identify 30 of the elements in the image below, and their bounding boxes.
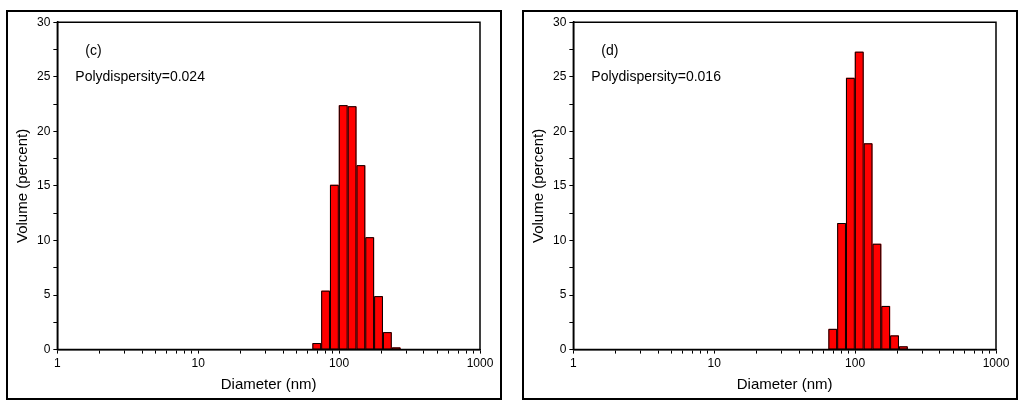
y-tick-label: 30 xyxy=(552,14,567,29)
y-axis-title: Volume (percent) xyxy=(13,128,31,244)
y-tick-label: 25 xyxy=(552,69,567,84)
y-tick-label: 5 xyxy=(43,287,51,302)
x-axis-title: Diameter (nm) xyxy=(736,375,833,393)
y-tick-label: 30 xyxy=(36,14,51,29)
y-axis-title: Volume (percent) xyxy=(529,128,547,244)
y-tick-label: 0 xyxy=(43,341,51,356)
y-tick-label: 10 xyxy=(552,232,567,247)
x-tick-label: 1000 xyxy=(466,356,494,371)
x-tick-label: 100 xyxy=(845,356,866,371)
y-tick-label: 20 xyxy=(36,123,51,138)
x-tick-label: 1 xyxy=(570,356,577,371)
y-tick-label: 10 xyxy=(36,232,51,247)
x-tick-label: 100 xyxy=(329,356,350,371)
annotation: (c) xyxy=(85,42,102,59)
annotation: (d) xyxy=(601,42,619,59)
x-tick-label: 10 xyxy=(191,356,206,371)
x-tick-label: 1000 xyxy=(982,356,1010,371)
x-axis-title: Diameter (nm) xyxy=(220,375,317,393)
annotation: Polydispersity=0.016 xyxy=(591,68,722,85)
annotation: Polydispersity=0.024 xyxy=(75,68,206,85)
y-tick-label: 15 xyxy=(552,178,567,193)
y-tick-label: 0 xyxy=(559,341,567,356)
x-tick-label: 1 xyxy=(54,356,61,371)
y-tick-label: 15 xyxy=(36,178,51,193)
x-tick-label: 10 xyxy=(707,356,722,371)
y-tick-label: 20 xyxy=(552,123,567,138)
y-tick-label: 5 xyxy=(559,287,567,302)
y-tick-label: 25 xyxy=(36,69,51,84)
